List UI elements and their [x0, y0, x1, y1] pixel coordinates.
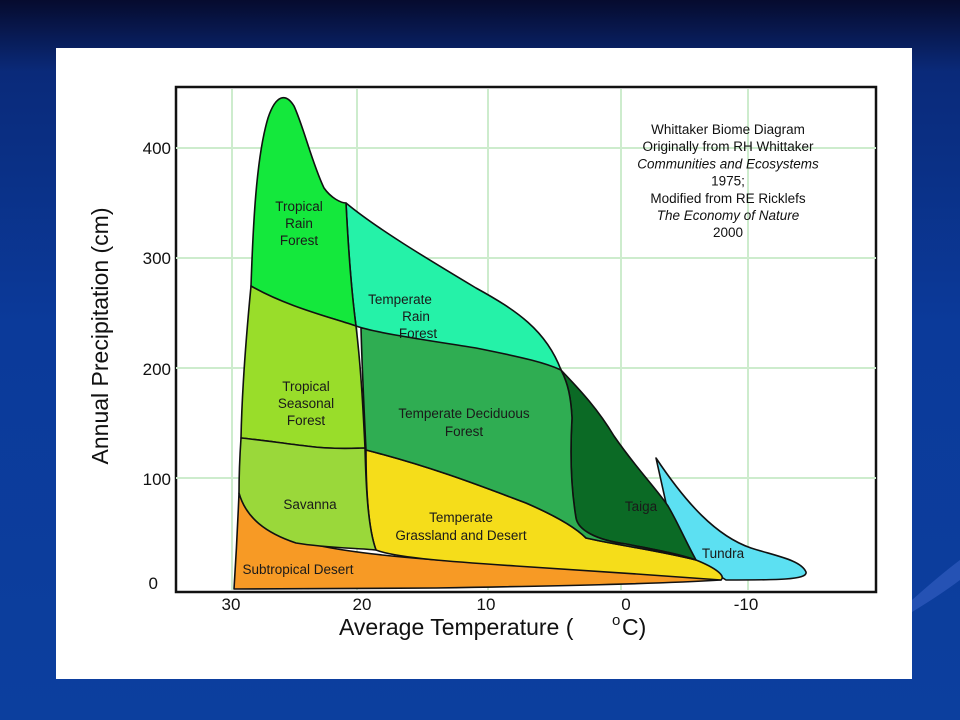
label-subtropical-desert: Subtropical Desert [242, 562, 353, 577]
x-axis-ticks: 30 20 10 0 -10 [222, 595, 759, 614]
x-axis-label-main: Average Temperature ( [339, 614, 574, 640]
label-temperate-rain-forest: Temperate Rain Forest [368, 292, 437, 341]
biome-label-line: Forest [399, 326, 438, 341]
label-temperate-deciduous-forest: Temperate Deciduous Forest [398, 406, 530, 439]
label-savanna: Savanna [283, 497, 337, 512]
credit-line: Originally from RH Whittaker [642, 139, 814, 154]
label-taiga: Taiga [625, 499, 658, 514]
whittaker-biome-diagram: Tropical Rain Forest Temperate Rain Fore… [87, 85, 878, 640]
biome-label-line: Rain [402, 309, 430, 324]
biome-label-line: Temperate [368, 292, 432, 307]
y-tick-label: 400 [143, 139, 171, 158]
x-axis-label-unit: C) [622, 614, 646, 640]
x-axis-label: Average Temperature ( o C) [339, 612, 646, 640]
biome-label-line: Tropical [282, 379, 330, 394]
label-tropical-seasonal-forest: Tropical Seasonal Forest [278, 379, 334, 428]
biome-label-line: Forest [445, 424, 484, 439]
x-tick-label: -10 [734, 595, 759, 614]
y-tick-label: 100 [143, 470, 171, 489]
label-tropical-rain-forest: Tropical Rain Forest [275, 199, 323, 248]
y-tick-label: 300 [143, 249, 171, 268]
biome-label-line: Forest [287, 413, 326, 428]
y-tick-label: 0 [149, 574, 158, 593]
credit-line: Whittaker Biome Diagram [651, 122, 805, 137]
biome-label-line: Seasonal [278, 396, 334, 411]
credit-line: The Economy of Nature [657, 208, 800, 223]
credit-line: Modified from RE Ricklefs [650, 191, 806, 206]
y-axis-label: Annual Precipitation (cm) [87, 208, 113, 465]
biome-label-line: Grassland and Desert [395, 528, 527, 543]
biome-label-line: Temperate Deciduous [398, 406, 530, 421]
label-temperate-grassland-desert: Temperate Grassland and Desert [395, 510, 527, 543]
x-tick-label: 30 [222, 595, 241, 614]
x-axis-label-degree: o [612, 612, 620, 629]
biome-label-line: Tropical [275, 199, 323, 214]
x-tick-label: 10 [477, 595, 496, 614]
label-tundra: Tundra [702, 546, 745, 561]
biome-label-line: Forest [280, 233, 319, 248]
biome-label-line: Temperate [429, 510, 493, 525]
y-axis-ticks: 400 300 200 100 0 [143, 139, 171, 593]
region-savanna [238, 437, 377, 551]
slide-panel: Tropical Rain Forest Temperate Rain Fore… [56, 48, 912, 679]
biome-label-line: Rain [285, 216, 313, 231]
credit-line: 1975; [711, 174, 745, 189]
x-tick-label: 0 [621, 595, 630, 614]
credits-block: Whittaker Biome Diagram Originally from R… [637, 122, 819, 240]
credit-line: 2000 [713, 225, 743, 240]
region-tundra [655, 457, 807, 581]
x-tick-label: 20 [353, 595, 372, 614]
credit-line: Communities and Ecosystems [637, 156, 819, 171]
y-tick-label: 200 [143, 360, 171, 379]
